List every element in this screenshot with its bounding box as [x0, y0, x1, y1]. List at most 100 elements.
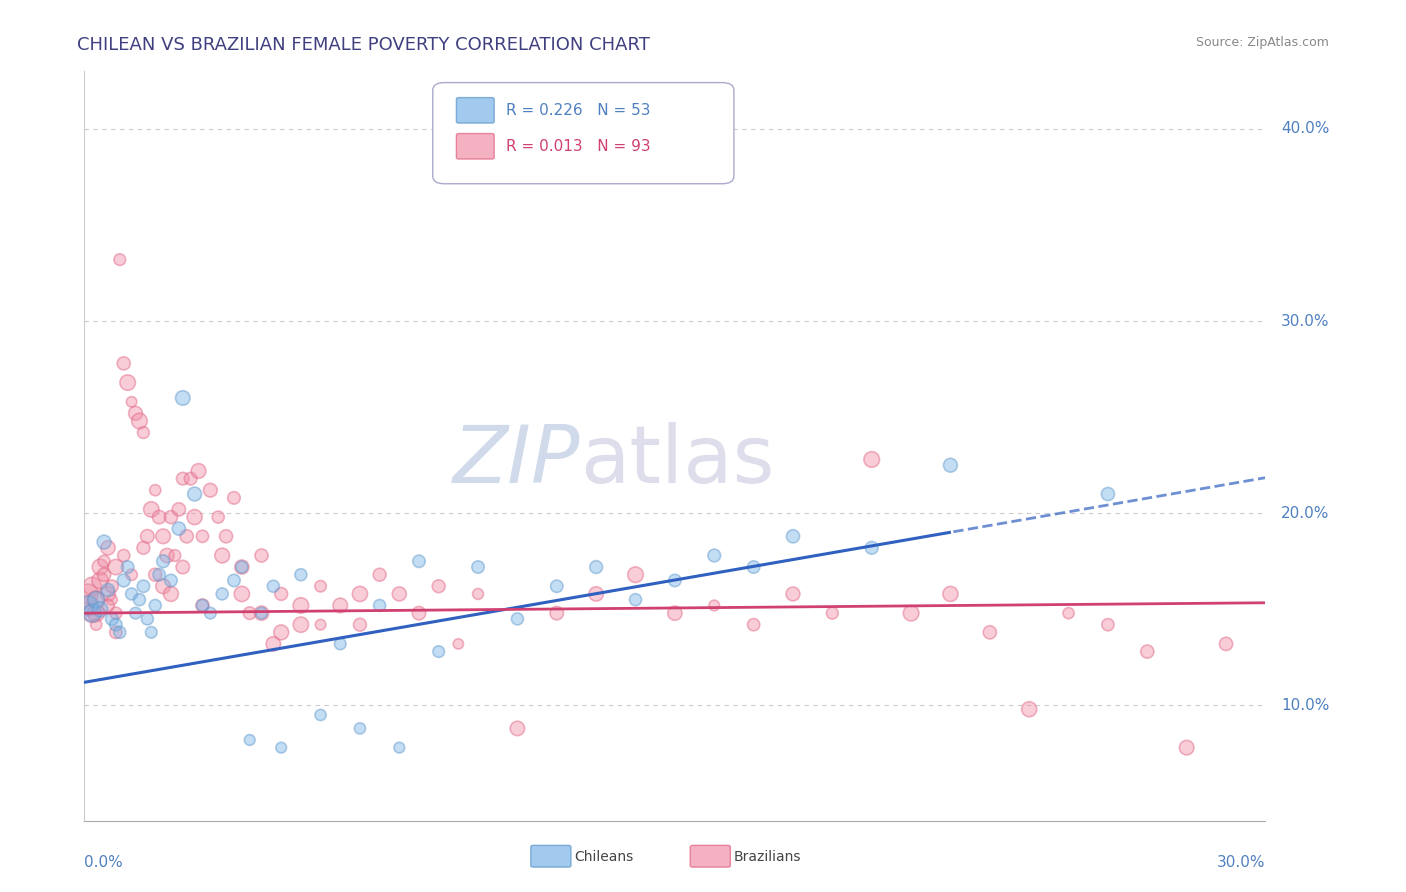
Text: 40.0%: 40.0%	[1281, 121, 1330, 136]
Point	[172, 560, 194, 574]
Point	[860, 452, 883, 467]
Point	[128, 592, 150, 607]
Point	[101, 592, 124, 607]
Point	[97, 599, 120, 613]
Point	[231, 560, 253, 574]
Point	[156, 549, 179, 563]
Point	[160, 587, 183, 601]
Point	[191, 599, 214, 613]
Text: ZIP: ZIP	[453, 422, 581, 500]
Point	[467, 587, 489, 601]
Point	[124, 406, 146, 420]
Text: Chileans: Chileans	[575, 849, 634, 863]
Point	[250, 606, 273, 620]
Point	[117, 376, 139, 390]
Point	[187, 464, 209, 478]
Point	[1097, 487, 1119, 501]
Point	[262, 637, 284, 651]
Point	[585, 560, 607, 574]
Point	[93, 535, 115, 549]
Point	[408, 606, 430, 620]
Point	[117, 560, 139, 574]
Point	[104, 617, 127, 632]
Text: CHILEAN VS BRAZILIAN FEMALE POVERTY CORRELATION CHART: CHILEAN VS BRAZILIAN FEMALE POVERTY CORR…	[77, 36, 650, 54]
Point	[82, 606, 104, 620]
Point	[290, 567, 312, 582]
Point	[143, 599, 166, 613]
Point	[467, 560, 489, 574]
FancyBboxPatch shape	[690, 846, 730, 867]
Point	[262, 579, 284, 593]
Text: Brazilians: Brazilians	[734, 849, 801, 863]
Point	[309, 579, 332, 593]
Point	[742, 560, 765, 574]
Point	[1018, 702, 1040, 716]
Point	[143, 567, 166, 582]
Point	[979, 625, 1001, 640]
Point	[132, 579, 155, 593]
Point	[77, 587, 100, 601]
Text: atlas: atlas	[581, 422, 775, 500]
Point	[624, 567, 647, 582]
Point	[1175, 740, 1198, 755]
Point	[1215, 637, 1237, 651]
Point	[183, 487, 205, 501]
Point	[250, 549, 273, 563]
Point	[222, 574, 245, 588]
Point	[860, 541, 883, 555]
Point	[782, 587, 804, 601]
Text: R = 0.013   N = 93: R = 0.013 N = 93	[506, 139, 651, 153]
Point	[124, 606, 146, 620]
Point	[180, 472, 202, 486]
Point	[108, 625, 131, 640]
Text: 0.0%: 0.0%	[84, 855, 124, 871]
Point	[104, 560, 127, 574]
Text: 30.0%: 30.0%	[1281, 314, 1330, 328]
Point	[77, 599, 100, 613]
Point	[408, 554, 430, 568]
Point	[93, 567, 115, 582]
Point	[97, 587, 120, 601]
Point	[664, 606, 686, 620]
Point	[231, 587, 253, 601]
Point	[1097, 617, 1119, 632]
Point	[585, 587, 607, 601]
Point	[349, 722, 371, 736]
Point	[664, 574, 686, 588]
Point	[136, 529, 159, 543]
Point	[172, 472, 194, 486]
Point	[112, 549, 135, 563]
Point	[136, 612, 159, 626]
Point	[329, 599, 352, 613]
Point	[143, 483, 166, 498]
Point	[141, 502, 163, 516]
Point	[148, 510, 170, 524]
Point	[84, 592, 107, 607]
Point	[329, 637, 352, 651]
Point	[128, 414, 150, 428]
Point	[309, 617, 332, 632]
FancyBboxPatch shape	[457, 134, 494, 159]
Point	[900, 606, 922, 620]
Point	[290, 617, 312, 632]
FancyBboxPatch shape	[433, 83, 734, 184]
Point	[160, 510, 183, 524]
Point	[101, 579, 124, 593]
Point	[250, 606, 273, 620]
Point	[388, 587, 411, 601]
Text: 20.0%: 20.0%	[1281, 506, 1330, 521]
Point	[624, 592, 647, 607]
Point	[132, 425, 155, 440]
Point	[163, 549, 186, 563]
Point	[148, 567, 170, 582]
Point	[703, 549, 725, 563]
Point	[104, 625, 127, 640]
Point	[200, 483, 222, 498]
Point	[211, 587, 233, 601]
Point	[207, 510, 229, 524]
Point	[104, 606, 127, 620]
Point	[939, 458, 962, 473]
Point	[821, 606, 844, 620]
Point	[141, 625, 163, 640]
Point	[215, 529, 238, 543]
